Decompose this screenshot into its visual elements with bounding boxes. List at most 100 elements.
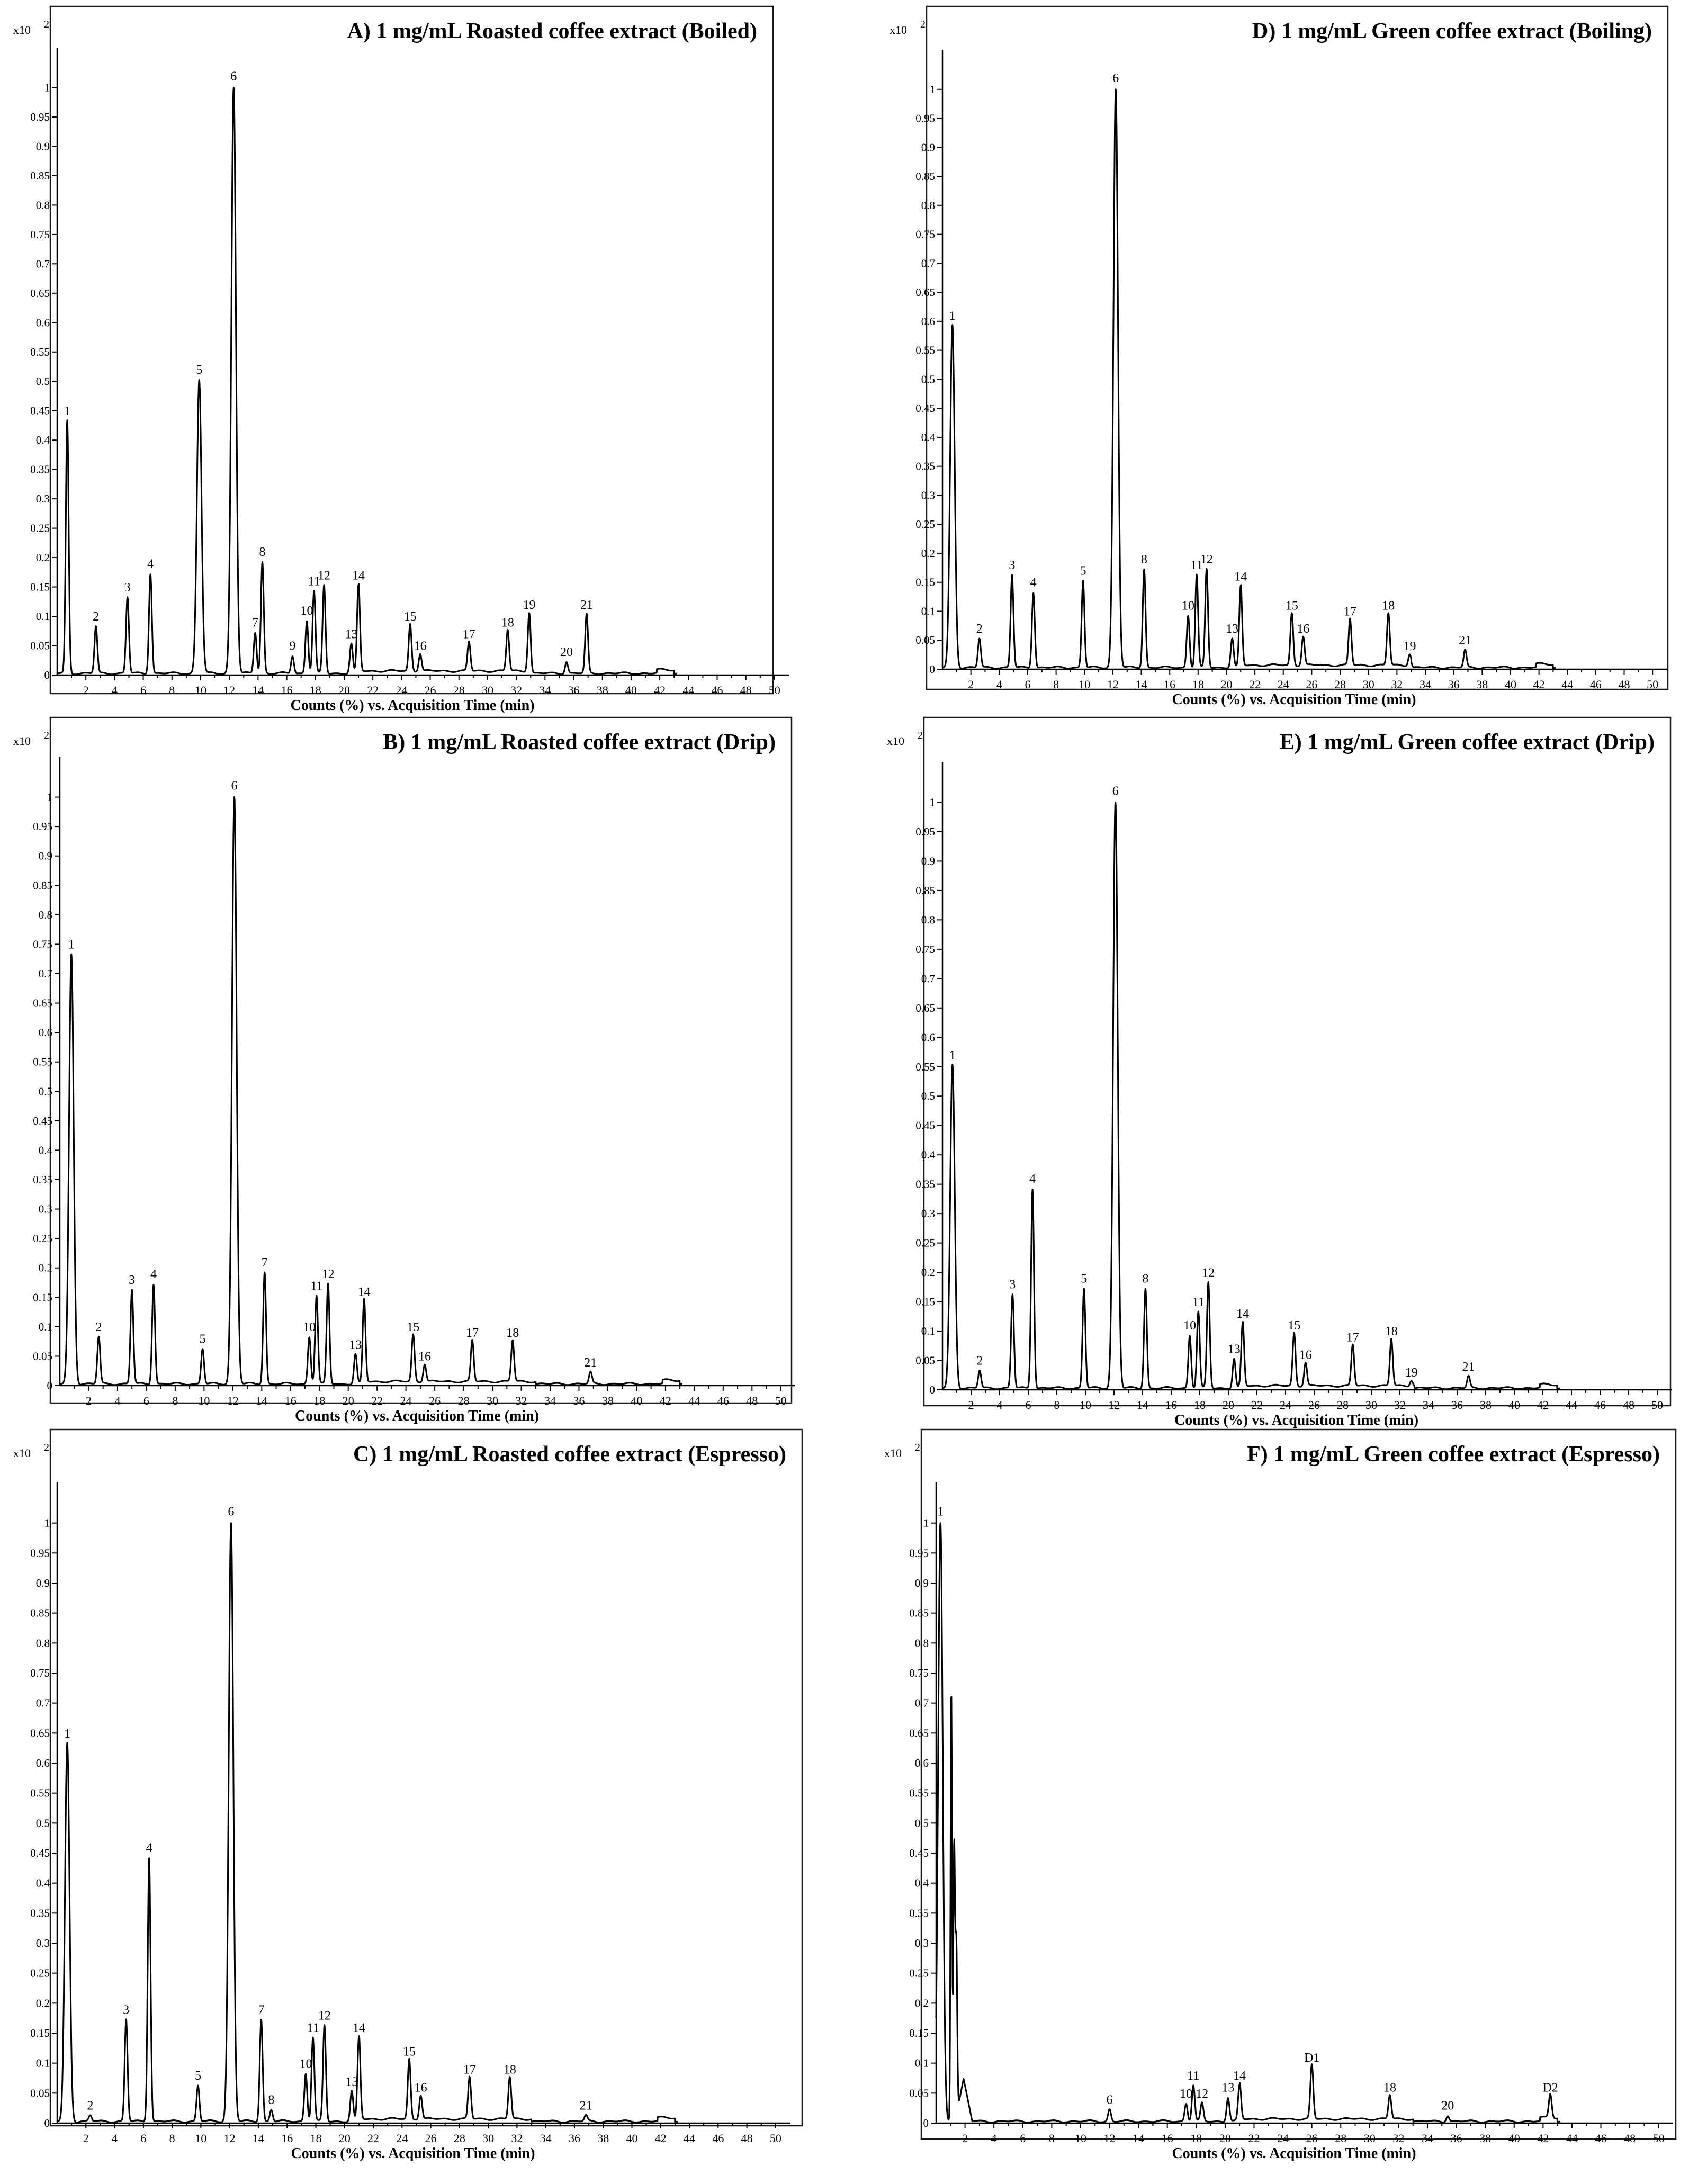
x-tick-label: 20 (1219, 2132, 1231, 2145)
y-tick-label: 1 (930, 796, 936, 808)
y-scale-label: x10 (13, 734, 31, 748)
x-tick-label: 26 (429, 1394, 441, 1407)
x-tick-label: 36 (1451, 2132, 1462, 2145)
x-tick-label: 44 (688, 1394, 700, 1407)
y-tick-label: 0.55 (33, 1056, 52, 1068)
x-tick-label: 4 (112, 2132, 118, 2145)
y-tick-label: 0.9 (921, 141, 935, 154)
y-scale-exponent: 2 (918, 730, 923, 741)
y-scale-label: x10 (13, 23, 31, 37)
peak-label-3: 3 (1009, 559, 1015, 572)
x-tick-label: 4 (112, 684, 118, 697)
x-tick-label: 36 (568, 684, 580, 697)
x-tick-label: 30 (482, 684, 493, 697)
y-tick-label: 1 (930, 83, 936, 96)
y-tick-label: 0.5 (36, 375, 50, 388)
peak-label-14: 14 (1236, 1307, 1249, 1321)
y-tick-label: 0.15 (33, 1291, 52, 1304)
x-tick-label: 36 (1451, 1398, 1463, 1412)
x-tick-label: 42 (655, 2132, 667, 2145)
y-tick-label: 0.45 (915, 1119, 935, 1132)
x-tick-label: 26 (1306, 2132, 1318, 2145)
y-tick-label: 0.8 (36, 1637, 50, 1649)
x-tick-label: 40 (1508, 2132, 1520, 2145)
x-tick-label: 18 (310, 684, 321, 697)
peak-label-6: 6 (1107, 2093, 1113, 2107)
x-axis-caption: Counts (%) vs. Acquisition Time (min) (1174, 1412, 1418, 1428)
peak-label-18: 18 (506, 1326, 519, 1340)
x-tick-label: 24 (1278, 678, 1289, 691)
y-tick-label: 0.4 (39, 1144, 53, 1156)
x-tick-label: 24 (1280, 1398, 1291, 1412)
chromatogram-trace (942, 802, 1560, 1390)
y-tick-label: 0.5 (921, 373, 935, 385)
peak-label-10: 10 (299, 2057, 312, 2071)
peak-label-11: 11 (1191, 559, 1203, 572)
x-tick-label: 20 (343, 1394, 354, 1407)
y-tick-label: 0.1 (921, 1325, 935, 1337)
y-tick-label: 0.75 (33, 938, 52, 950)
peak-label-6: 6 (231, 779, 238, 793)
peak-label-12: 12 (1200, 553, 1213, 567)
peak-label-8: 8 (1141, 553, 1147, 567)
y-tick-label: 0.45 (30, 405, 50, 417)
x-tick-label: 16 (1165, 1398, 1177, 1412)
x-tick-label: 20 (1223, 1398, 1234, 1412)
x-tick-label: 22 (371, 1394, 383, 1407)
y-tick-label: 0.4 (36, 434, 50, 446)
y-tick-label: 0.15 (909, 2027, 929, 2039)
peak-label-7: 7 (252, 616, 258, 630)
x-tick-label: 28 (1337, 1398, 1349, 1412)
y-tick-label: 0.45 (33, 1115, 52, 1127)
y-tick-label: 0.65 (33, 997, 52, 1010)
peak-label-21: 21 (580, 598, 593, 612)
x-tick-label: 38 (597, 2132, 609, 2145)
chromatogram-trace (57, 87, 678, 676)
x-axis-caption: Counts (%) vs. Acquisition Time (min) (1172, 691, 1416, 708)
x-tick-label: 46 (1590, 678, 1602, 691)
x-tick-label: 4 (997, 1398, 1003, 1412)
y-tick-label: 0.85 (30, 1607, 50, 1620)
x-tick-label: 20 (1220, 678, 1232, 691)
peak-label-8: 8 (268, 2093, 274, 2107)
y-tick-label: 0 (930, 663, 936, 676)
x-tick-label: 38 (1479, 2132, 1491, 2145)
peak-label-2: 2 (93, 610, 99, 624)
x-tick-label: 44 (1561, 678, 1573, 691)
y-tick-label: 0.9 (921, 855, 935, 867)
y-tick-label: 0.45 (909, 1847, 929, 1859)
x-tick-label: 14 (253, 2132, 264, 2145)
y-tick-label: 0.15 (915, 576, 935, 589)
y-tick-label: 0.6 (36, 316, 50, 329)
x-tick-label: 18 (310, 2132, 321, 2145)
y-tick-label: 0.85 (915, 170, 935, 183)
peak-label-21: 21 (584, 1356, 597, 1370)
y-scale-exponent: 2 (920, 19, 926, 30)
plot-frame (49, 5, 774, 695)
y-tick-label: 0.2 (915, 1997, 929, 2009)
y-tick-label: 0.05 (915, 1354, 935, 1367)
y-tick-label: 0.15 (915, 1296, 935, 1308)
x-tick-label: 4 (991, 2132, 997, 2145)
x-tick-label: 48 (1623, 1398, 1634, 1412)
x-tick-label: 44 (1566, 2132, 1578, 2145)
x-tick-label: 20 (339, 2132, 351, 2145)
y-tick-label: 0.75 (915, 943, 935, 956)
x-tick-label: 12 (1108, 1398, 1120, 1412)
peak-label-17: 17 (1346, 1331, 1359, 1344)
x-tick-label: 6 (1020, 2132, 1026, 2145)
y-tick-label: 0 (44, 669, 50, 681)
y-tick-label: 0.05 (30, 2087, 50, 2099)
panel-title: F) 1 mg/mL Green coffee extract (Espress… (1247, 1442, 1660, 1467)
x-tick-label: 28 (1334, 678, 1346, 691)
x-tick-label: 14 (252, 684, 264, 697)
y-tick-label: 0.15 (30, 581, 50, 594)
peak-label-10: 10 (1183, 1319, 1196, 1333)
peak-label-6: 6 (1112, 784, 1119, 798)
y-tick-label: 0.75 (30, 1667, 50, 1679)
y-tick-label: 0.9 (36, 1577, 50, 1589)
x-tick-label: 32 (1394, 1398, 1406, 1412)
y-tick-label: 0.05 (33, 1350, 52, 1362)
x-tick-label: 24 (1277, 2132, 1289, 2145)
